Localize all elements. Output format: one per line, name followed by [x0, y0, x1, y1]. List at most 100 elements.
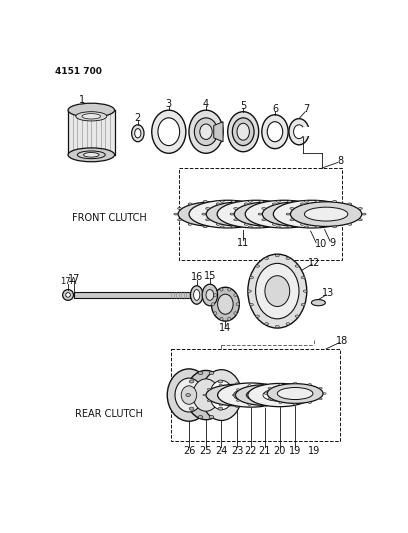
- Ellipse shape: [220, 317, 223, 320]
- Ellipse shape: [362, 213, 366, 215]
- Ellipse shape: [234, 312, 237, 315]
- Ellipse shape: [68, 103, 115, 117]
- Ellipse shape: [234, 219, 238, 221]
- Ellipse shape: [218, 380, 223, 383]
- Ellipse shape: [358, 207, 362, 209]
- Ellipse shape: [319, 387, 322, 389]
- Ellipse shape: [174, 213, 178, 215]
- Ellipse shape: [235, 383, 239, 384]
- Text: 1: 1: [79, 95, 85, 105]
- Ellipse shape: [244, 223, 248, 225]
- Text: 17A: 17A: [60, 277, 76, 286]
- Ellipse shape: [228, 112, 259, 152]
- Ellipse shape: [302, 219, 306, 221]
- Ellipse shape: [320, 223, 324, 225]
- Ellipse shape: [301, 223, 304, 225]
- Ellipse shape: [290, 207, 294, 209]
- Ellipse shape: [237, 400, 239, 401]
- Ellipse shape: [84, 152, 99, 157]
- Ellipse shape: [248, 200, 252, 202]
- Ellipse shape: [216, 203, 220, 205]
- Ellipse shape: [250, 303, 253, 306]
- Ellipse shape: [246, 219, 250, 221]
- Ellipse shape: [200, 124, 212, 140]
- Text: 20: 20: [273, 446, 286, 456]
- Ellipse shape: [188, 203, 192, 205]
- Ellipse shape: [288, 200, 292, 202]
- Ellipse shape: [301, 303, 305, 306]
- Ellipse shape: [263, 383, 266, 385]
- Bar: [74, 292, 191, 298]
- Ellipse shape: [202, 370, 242, 421]
- Ellipse shape: [189, 380, 194, 383]
- Ellipse shape: [207, 400, 211, 401]
- Ellipse shape: [289, 119, 309, 145]
- Ellipse shape: [220, 288, 223, 291]
- Ellipse shape: [264, 223, 268, 225]
- Text: 19: 19: [308, 446, 321, 456]
- Ellipse shape: [232, 118, 254, 146]
- Text: REAR CLUTCH: REAR CLUTCH: [75, 409, 143, 419]
- Ellipse shape: [295, 265, 299, 267]
- Ellipse shape: [275, 325, 279, 328]
- Ellipse shape: [286, 257, 290, 260]
- Text: 4151 700: 4151 700: [55, 67, 102, 76]
- Ellipse shape: [316, 226, 319, 228]
- Ellipse shape: [268, 387, 271, 389]
- Ellipse shape: [302, 207, 306, 209]
- Ellipse shape: [177, 207, 182, 209]
- Ellipse shape: [219, 405, 222, 406]
- Ellipse shape: [237, 123, 249, 140]
- Text: FRONT CLUTCH: FRONT CLUTCH: [72, 213, 146, 223]
- Ellipse shape: [246, 207, 250, 209]
- Text: 7: 7: [304, 104, 310, 115]
- Ellipse shape: [235, 223, 239, 225]
- Ellipse shape: [214, 294, 217, 297]
- Ellipse shape: [264, 207, 304, 221]
- Text: 22: 22: [245, 446, 257, 456]
- Ellipse shape: [262, 207, 266, 209]
- Ellipse shape: [268, 394, 271, 396]
- Ellipse shape: [273, 200, 351, 228]
- Ellipse shape: [158, 118, 180, 146]
- Text: 21: 21: [259, 446, 271, 456]
- Ellipse shape: [264, 203, 268, 205]
- Ellipse shape: [202, 284, 217, 306]
- Ellipse shape: [228, 288, 231, 291]
- Ellipse shape: [248, 226, 252, 228]
- Bar: [68, 110, 115, 155]
- Ellipse shape: [198, 416, 203, 418]
- Ellipse shape: [236, 303, 239, 306]
- Ellipse shape: [188, 223, 192, 225]
- Ellipse shape: [234, 202, 306, 227]
- Ellipse shape: [278, 213, 282, 215]
- Ellipse shape: [279, 385, 282, 386]
- Ellipse shape: [334, 213, 338, 215]
- Ellipse shape: [273, 203, 276, 205]
- Ellipse shape: [358, 219, 362, 221]
- Ellipse shape: [217, 383, 284, 407]
- Text: 2: 2: [135, 113, 141, 123]
- Ellipse shape: [290, 219, 294, 221]
- Text: 24: 24: [215, 446, 228, 456]
- Ellipse shape: [217, 294, 233, 314]
- Ellipse shape: [189, 110, 223, 154]
- Ellipse shape: [217, 388, 256, 402]
- Ellipse shape: [194, 289, 200, 301]
- Ellipse shape: [181, 386, 197, 405]
- Ellipse shape: [330, 207, 334, 209]
- Ellipse shape: [248, 290, 251, 292]
- Ellipse shape: [286, 322, 290, 325]
- Ellipse shape: [167, 369, 211, 421]
- Ellipse shape: [290, 389, 293, 390]
- Ellipse shape: [274, 207, 278, 209]
- Ellipse shape: [248, 385, 251, 386]
- Ellipse shape: [203, 226, 207, 228]
- Ellipse shape: [202, 213, 206, 215]
- Ellipse shape: [244, 203, 248, 205]
- Ellipse shape: [231, 200, 235, 202]
- Ellipse shape: [206, 289, 214, 301]
- Ellipse shape: [222, 393, 226, 397]
- Ellipse shape: [264, 389, 267, 390]
- Ellipse shape: [250, 213, 254, 215]
